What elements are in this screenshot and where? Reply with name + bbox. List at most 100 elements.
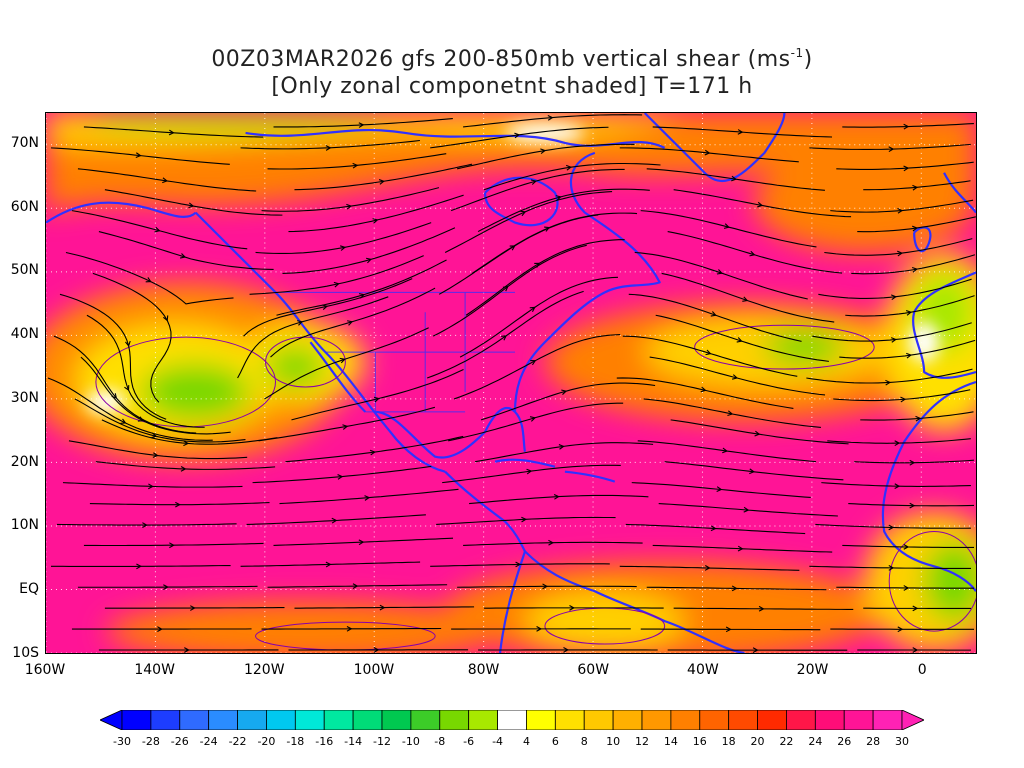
streamline-arrowhead (364, 495, 371, 501)
streamline-arrowhead (716, 486, 723, 493)
streamline-arrowhead (909, 459, 916, 466)
colorbar-tick-label: -16 (315, 735, 334, 748)
colorbar-swatch (410, 710, 441, 730)
shear-region-south-pacific-orange (105, 601, 505, 653)
streamline (809, 143, 971, 151)
colorbar-swatch (670, 710, 701, 730)
streamline (848, 503, 975, 507)
streamline-arrowhead (752, 647, 759, 653)
streamline (821, 482, 971, 487)
streamline-arrowhead (347, 320, 354, 326)
streamline-arrowhead (888, 565, 895, 571)
colorbar-tick-label: 6 (551, 735, 559, 748)
streamline-arrowhead (758, 605, 765, 612)
graticule (46, 113, 976, 653)
colorbar-swatch (121, 710, 152, 730)
lon-tick-label: 40W (687, 662, 719, 678)
streamline-arrowhead (333, 281, 340, 288)
streamline-arrowhead (903, 165, 910, 172)
colorbar-tick-label: 18 (721, 735, 736, 748)
streamline-arrowhead (120, 418, 127, 424)
streamline (851, 254, 976, 275)
streamline-arrowhead (135, 152, 142, 159)
coast-canada (570, 151, 661, 294)
colorbar-swatch (641, 710, 672, 730)
colorbar-tick-label: 14 (663, 735, 678, 748)
colorbar-left-arrow-icon (100, 710, 123, 730)
colorbar-swatch (352, 710, 383, 730)
streamline-arrowhead (378, 179, 385, 185)
streamline-arrowhead (339, 357, 346, 364)
coast-baja (309, 341, 367, 413)
coast-hudson-bay (483, 176, 559, 227)
lon-tick-label: 80W (467, 662, 500, 678)
colorbar-swatch (179, 710, 210, 730)
colorbar-swatch (843, 710, 874, 730)
streamline-arrowhead (742, 296, 749, 302)
streamline-arrowhead (548, 539, 555, 546)
streamline (836, 586, 975, 589)
colorbar-swatch (699, 710, 730, 730)
shear-contours (95, 324, 976, 651)
streamline-arrowhead (372, 218, 379, 224)
streamline-arrowhead (565, 164, 572, 171)
colorbar-tick-label: -26 (170, 735, 189, 748)
streamline-arrowhead (175, 501, 181, 508)
streamline (809, 565, 972, 569)
streamline-arrowhead (897, 250, 904, 257)
streamline-arrowhead (346, 626, 353, 632)
streamline-arrowhead (725, 626, 732, 633)
colorbar-tick-label: 24 (808, 735, 823, 748)
streamline-arrowhead (340, 245, 347, 251)
streamline-arrowhead (180, 253, 187, 259)
streamline-arrowhead (903, 585, 910, 591)
streamline-arrowhead (710, 311, 717, 317)
colorbar-tick-label: -14 (344, 735, 363, 748)
streamline-arrowhead (890, 294, 898, 301)
streamline-arrowhead (142, 522, 148, 528)
streamline-arrowhead (151, 432, 158, 439)
streamline-arrowhead (352, 162, 359, 169)
shear-streamlines (47, 114, 976, 653)
lon-tick-label: 140W (134, 662, 175, 678)
streamline-arrowhead (168, 129, 175, 136)
streamline-arrowhead (358, 122, 365, 128)
lat-tick-label: 20N (10, 453, 39, 470)
streamline-arrowhead (569, 604, 576, 611)
colorbar-swatch (150, 710, 181, 730)
streamline-arrowhead (515, 561, 522, 568)
streamline-arrowhead (885, 379, 892, 386)
shear-region-atlantic-yellow (644, 317, 885, 387)
lon-tick-label: 100W (353, 662, 395, 678)
streamline-arrowhead (337, 474, 344, 480)
streamline-arrowhead (754, 430, 761, 437)
map-title-line1: 00Z03MAR2026 gfs 200-850mb vertical shea… (211, 46, 813, 72)
colorbar-swatch (526, 710, 556, 730)
shear-field-white-spots (85, 122, 940, 414)
streamline-arrowhead (365, 257, 372, 264)
streamline-arrowhead (379, 604, 386, 611)
streamline-arrowhead (509, 245, 516, 251)
streamline-arrowhead (723, 223, 730, 229)
streamline-arrowhead (888, 146, 895, 153)
colorbar-swatch (323, 710, 354, 730)
lon-tick-label: 0 (917, 662, 927, 678)
streamline-arrowhead (888, 524, 895, 531)
streamline-arrowhead (325, 145, 332, 151)
streamline-arrowhead (894, 440, 901, 447)
lon-tick-label: 20W (796, 662, 829, 678)
streamline-arrowhead (705, 349, 712, 356)
colorbar (100, 710, 924, 730)
streamline-arrowhead (162, 177, 169, 184)
streamline-arrowhead (163, 315, 169, 322)
streamline (836, 161, 974, 170)
streamline-arrowhead (331, 517, 338, 524)
lat-tick-label: 70N (10, 134, 39, 151)
streamline-arrowhead (906, 352, 913, 359)
streamline-arrowhead (897, 626, 904, 633)
streamline-arrowhead (530, 360, 537, 366)
lat-tick-label: 40N (10, 326, 39, 343)
colorbar-swatch (439, 710, 470, 730)
colorbar-tick-label: 30 (895, 735, 909, 748)
colorbar-tick-label: -20 (257, 735, 276, 748)
